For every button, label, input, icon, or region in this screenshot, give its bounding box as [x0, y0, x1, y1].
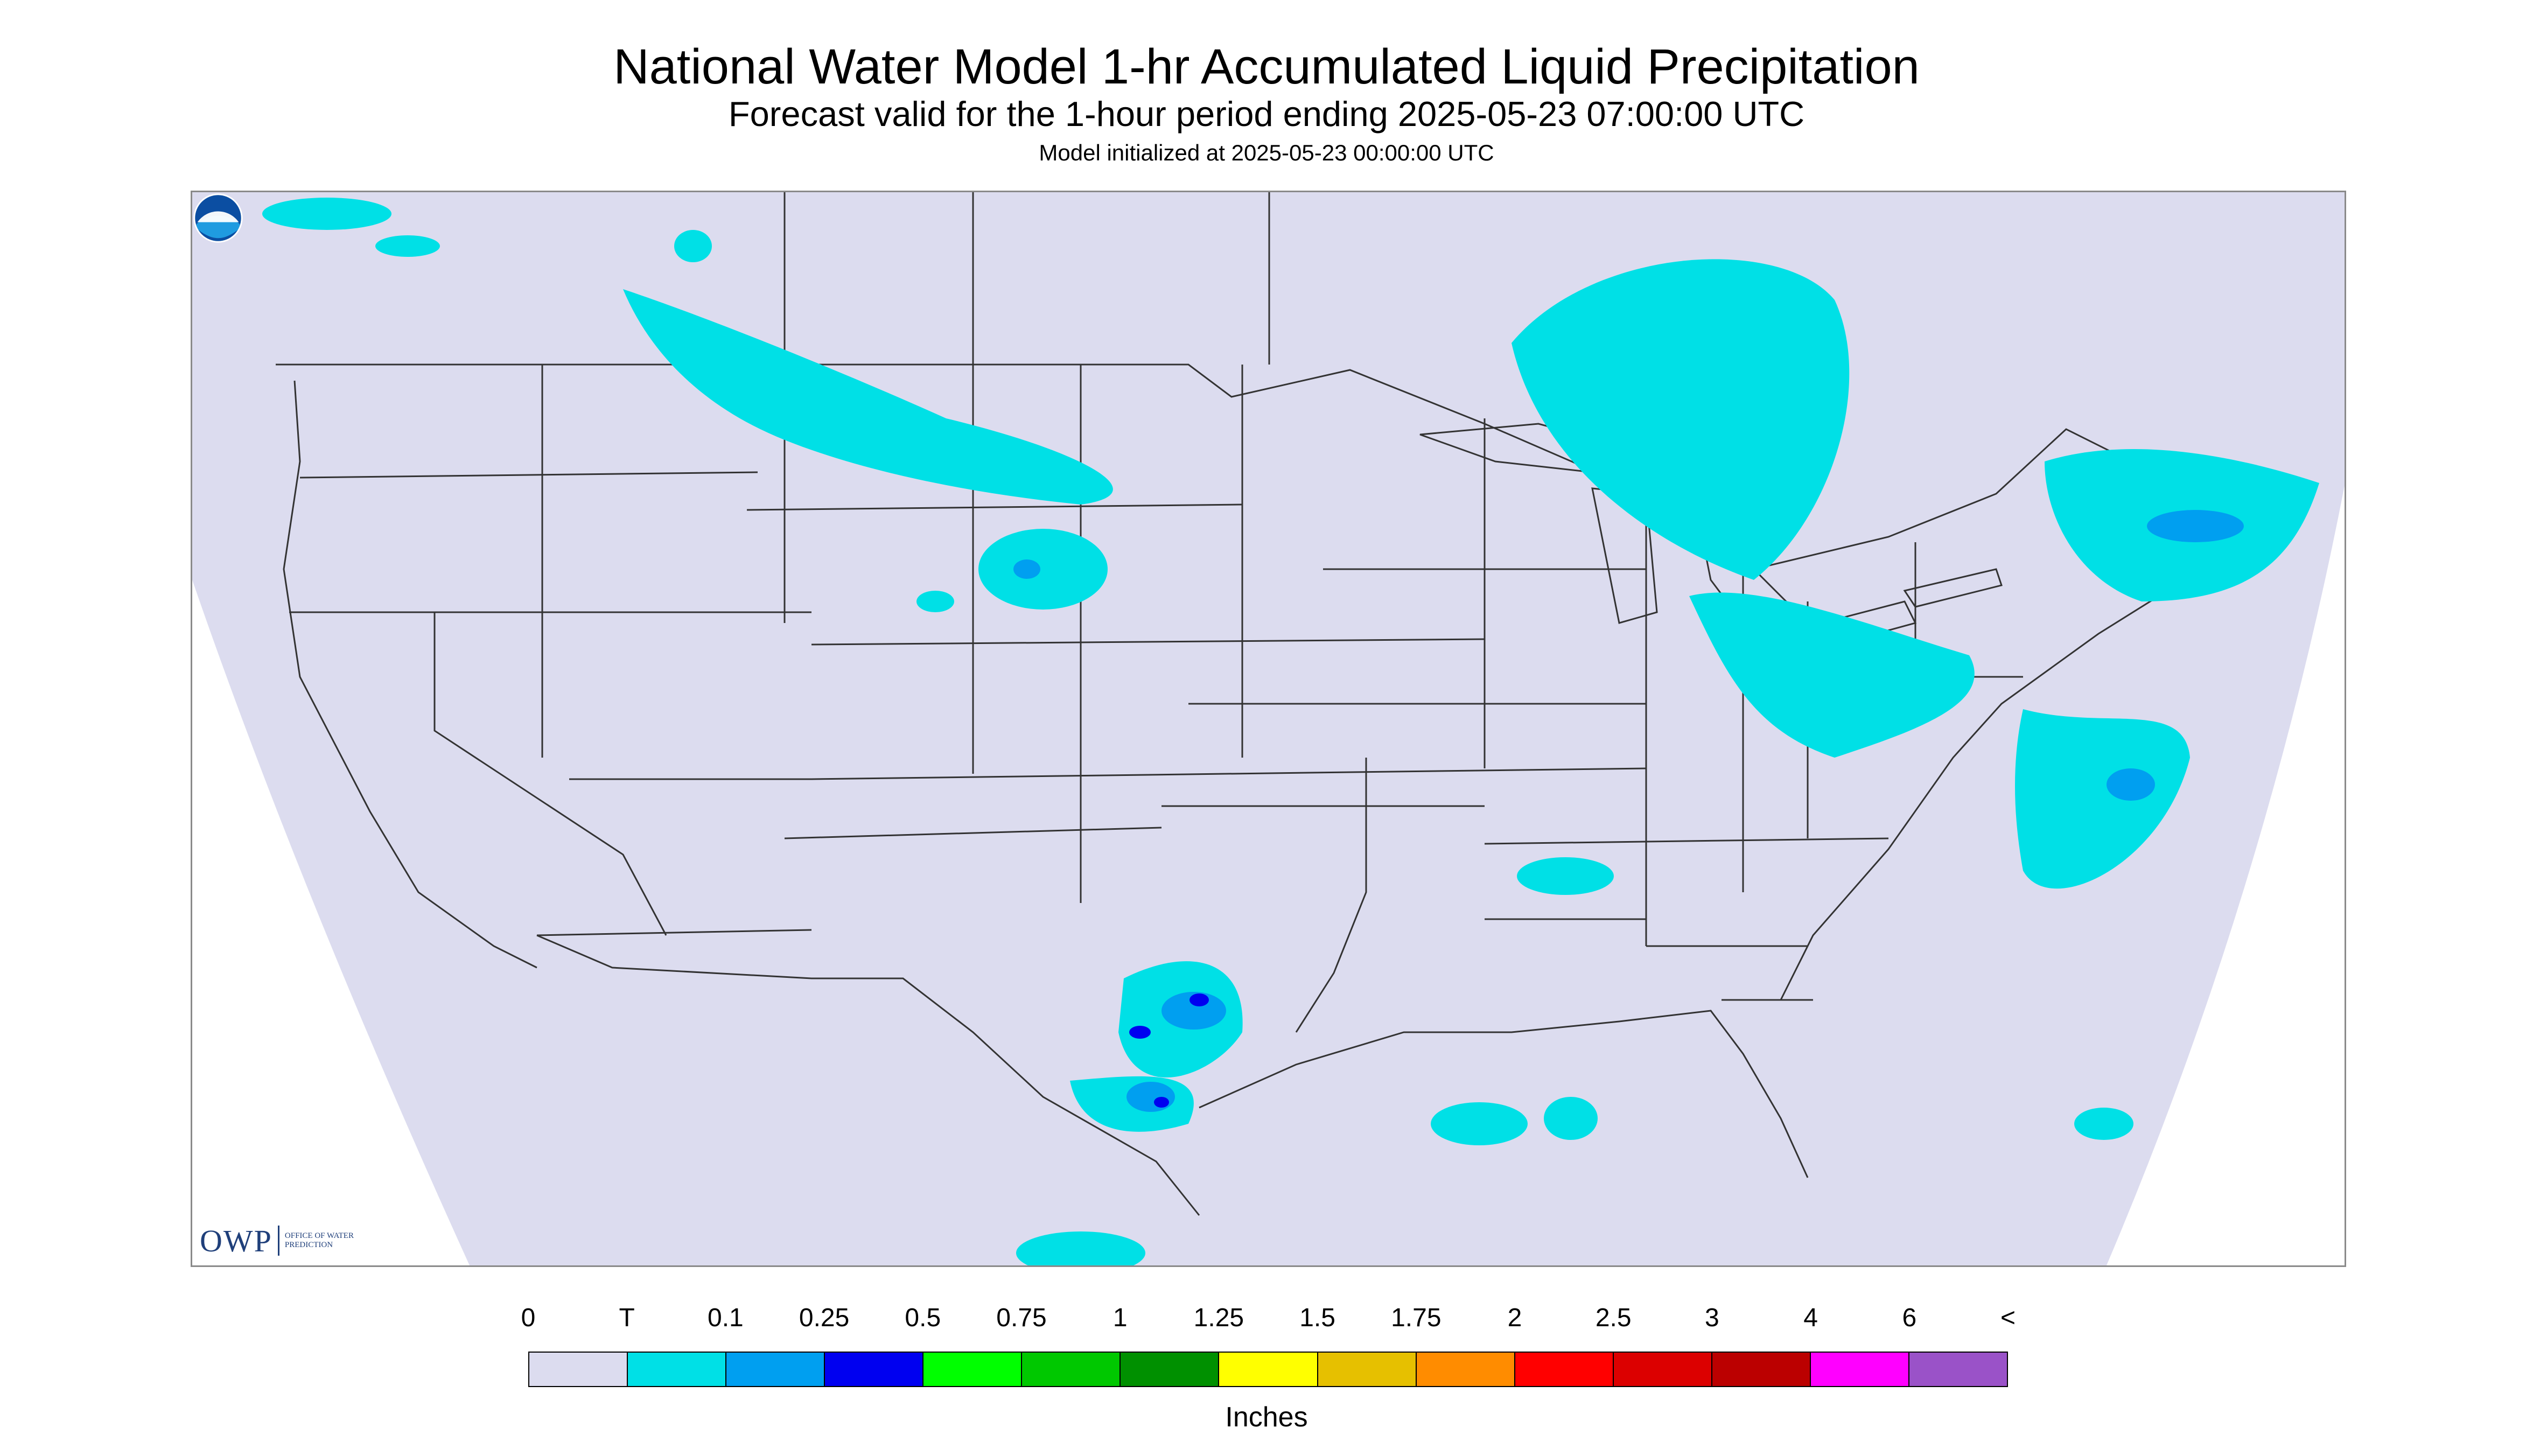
color-legend: 0 T 0.1 0.25 0.5 0.75 1 1.25 1.5 1.75 2 2.5 3 4 6 < Inc…	[0, 1292, 2533, 1454]
legend-tick-label: 2.5	[1595, 1304, 1632, 1332]
map-canvas	[192, 192, 2345, 1265]
map-title: National Water Model 1-hr Accumulated Li…	[613, 39, 1920, 94]
legend-swatch	[1318, 1353, 1417, 1386]
precip-trace-areas	[262, 198, 2319, 1265]
legend-tick-label: 2	[1507, 1304, 1522, 1332]
legend-swatch	[1121, 1353, 1220, 1386]
legend-tick-label: 0.25	[799, 1304, 850, 1332]
legend-tick-label: 1.25	[1193, 1304, 1244, 1332]
legend-swatch	[628, 1353, 727, 1386]
legend-swatch	[1712, 1353, 1811, 1386]
legend-tick-label: 6	[1902, 1304, 1917, 1332]
legend-tick-label: 0.5	[905, 1304, 941, 1332]
owp-full-name: OFFICE OF WATER PREDICTION	[284, 1231, 354, 1249]
legend-swatch	[1416, 1353, 1515, 1386]
precip-light-areas	[1013, 510, 2244, 1112]
legend-tick-label: <	[2000, 1304, 2016, 1332]
legend-swatch	[1219, 1353, 1318, 1386]
pacific-coast	[283, 380, 537, 969]
model-init-line: Model initialized at 2025-05-23 00:00:00…	[1039, 140, 1494, 165]
legend-color-bar	[528, 1352, 2008, 1387]
map-subtitle: Forecast valid for the 1-hour period end…	[728, 94, 1805, 134]
mexico-border	[536, 934, 1200, 1216]
precip-moderate-areas	[1129, 993, 1209, 1108]
owp-wordmark: OWP	[200, 1223, 272, 1258]
gulf-coast	[1199, 1010, 1809, 1178]
legend-tick-label: 4	[1803, 1304, 1818, 1332]
legend-swatch	[1613, 1353, 1712, 1386]
legend-swatch	[1810, 1353, 1909, 1386]
legend-swatch	[1515, 1353, 1614, 1386]
legend-tick-label: 0	[521, 1304, 536, 1332]
legend-swatch	[1022, 1353, 1121, 1386]
legend-swatch	[726, 1353, 825, 1386]
legend-swatch	[1909, 1353, 2007, 1386]
legend-tick-label: 0.1	[708, 1304, 744, 1332]
legend-swatch	[923, 1353, 1023, 1386]
legend-tick-label: 0.75	[996, 1304, 1047, 1332]
legend-tick-label: T	[619, 1304, 635, 1332]
noaa-logo-icon	[193, 193, 243, 243]
legend-units: Inches	[1225, 1402, 1308, 1433]
legend-swatch	[825, 1353, 924, 1386]
owp-divider	[277, 1226, 279, 1256]
legend-tick-label: 1	[1112, 1304, 1128, 1332]
legend-tick-label: 3	[1705, 1304, 1719, 1332]
legend-swatch	[529, 1353, 628, 1386]
precipitation-map[interactable]: OWP OFFICE OF WATER PREDICTION	[191, 191, 2346, 1267]
legend-tick-label: 1.75	[1391, 1304, 1442, 1332]
legend-tick-label: 1.5	[1299, 1304, 1335, 1332]
owp-logo: OWP OFFICE OF WATER PREDICTION	[200, 1222, 355, 1259]
